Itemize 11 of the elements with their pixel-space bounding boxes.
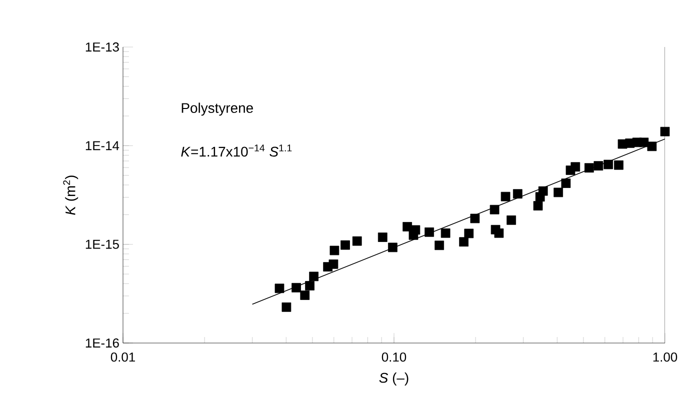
y-axis-title: K (m$^{2}$) <box>63 176 78 215</box>
annotation: K=1.17x10$^{−14}$ S$^{1.1}$ <box>181 144 292 157</box>
x-tick-label: 1.00 <box>653 352 678 362</box>
y-tick-label: 1E-15 <box>86 240 119 249</box>
x-axis-title: S (–) <box>379 372 408 386</box>
annotation: Polystyrene <box>182 102 253 116</box>
y-tick-label: 1E-16 <box>86 338 119 348</box>
x-tick-label: 0.01 <box>110 352 135 362</box>
y-tick-label: 1E-13 <box>86 42 119 52</box>
x-tick-label: 0.10 <box>382 352 406 362</box>
y-tick-label: 1E-14 <box>86 141 120 150</box>
